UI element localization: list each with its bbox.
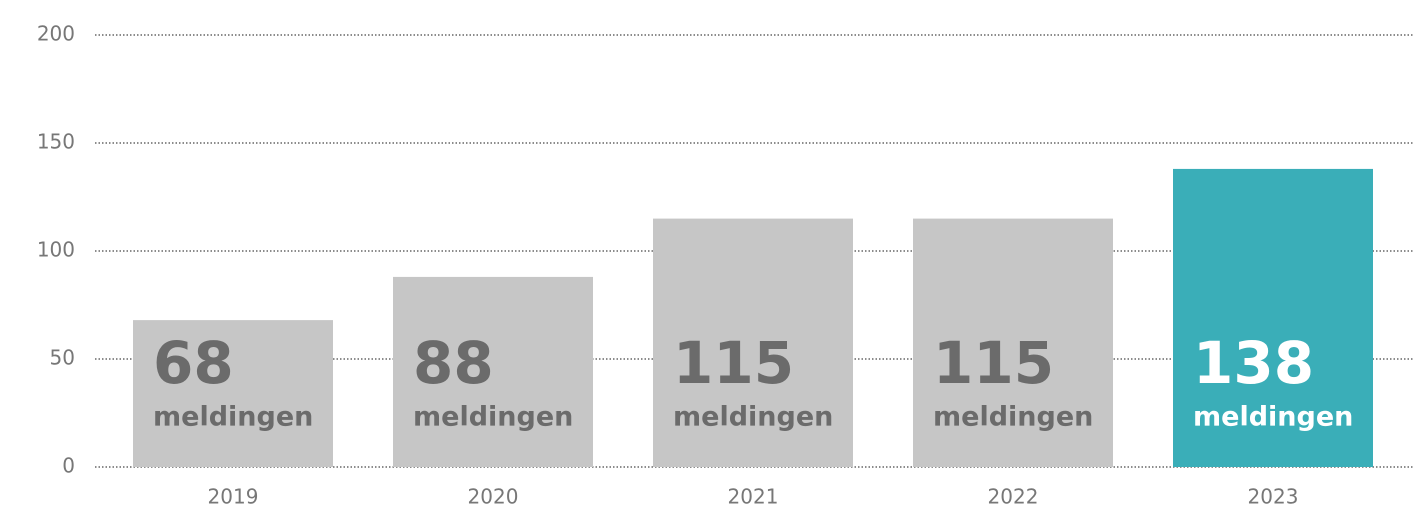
x-tick-label: 2020: [468, 485, 519, 509]
unit-label: meldingen: [153, 402, 313, 433]
value-label: 138: [1193, 329, 1314, 397]
y-tick-label: 0: [62, 454, 75, 478]
value-label: 68: [153, 329, 234, 397]
y-tick-label: 100: [37, 238, 75, 262]
value-label: 115: [933, 329, 1054, 397]
bar: [1173, 168, 1373, 468]
unit-label: meldingen: [1193, 402, 1353, 433]
bar: [913, 218, 1113, 467]
unit-label: meldingen: [413, 402, 573, 433]
x-tick-label: 2023: [1248, 485, 1299, 509]
unit-label: meldingen: [673, 402, 833, 433]
bar: [393, 276, 593, 467]
x-tick-label: 2021: [728, 485, 779, 509]
value-label: 115: [673, 329, 794, 397]
value-label: 88: [413, 329, 494, 397]
x-tick-label: 2019: [208, 485, 259, 509]
unit-label: meldingen: [933, 402, 1093, 433]
x-tick-label: 2022: [988, 485, 1039, 509]
y-tick-label: 200: [37, 22, 75, 46]
y-tick-label: 50: [50, 346, 75, 370]
bar: [653, 218, 853, 467]
y-tick-label: 150: [37, 130, 75, 154]
bar: [133, 320, 333, 467]
